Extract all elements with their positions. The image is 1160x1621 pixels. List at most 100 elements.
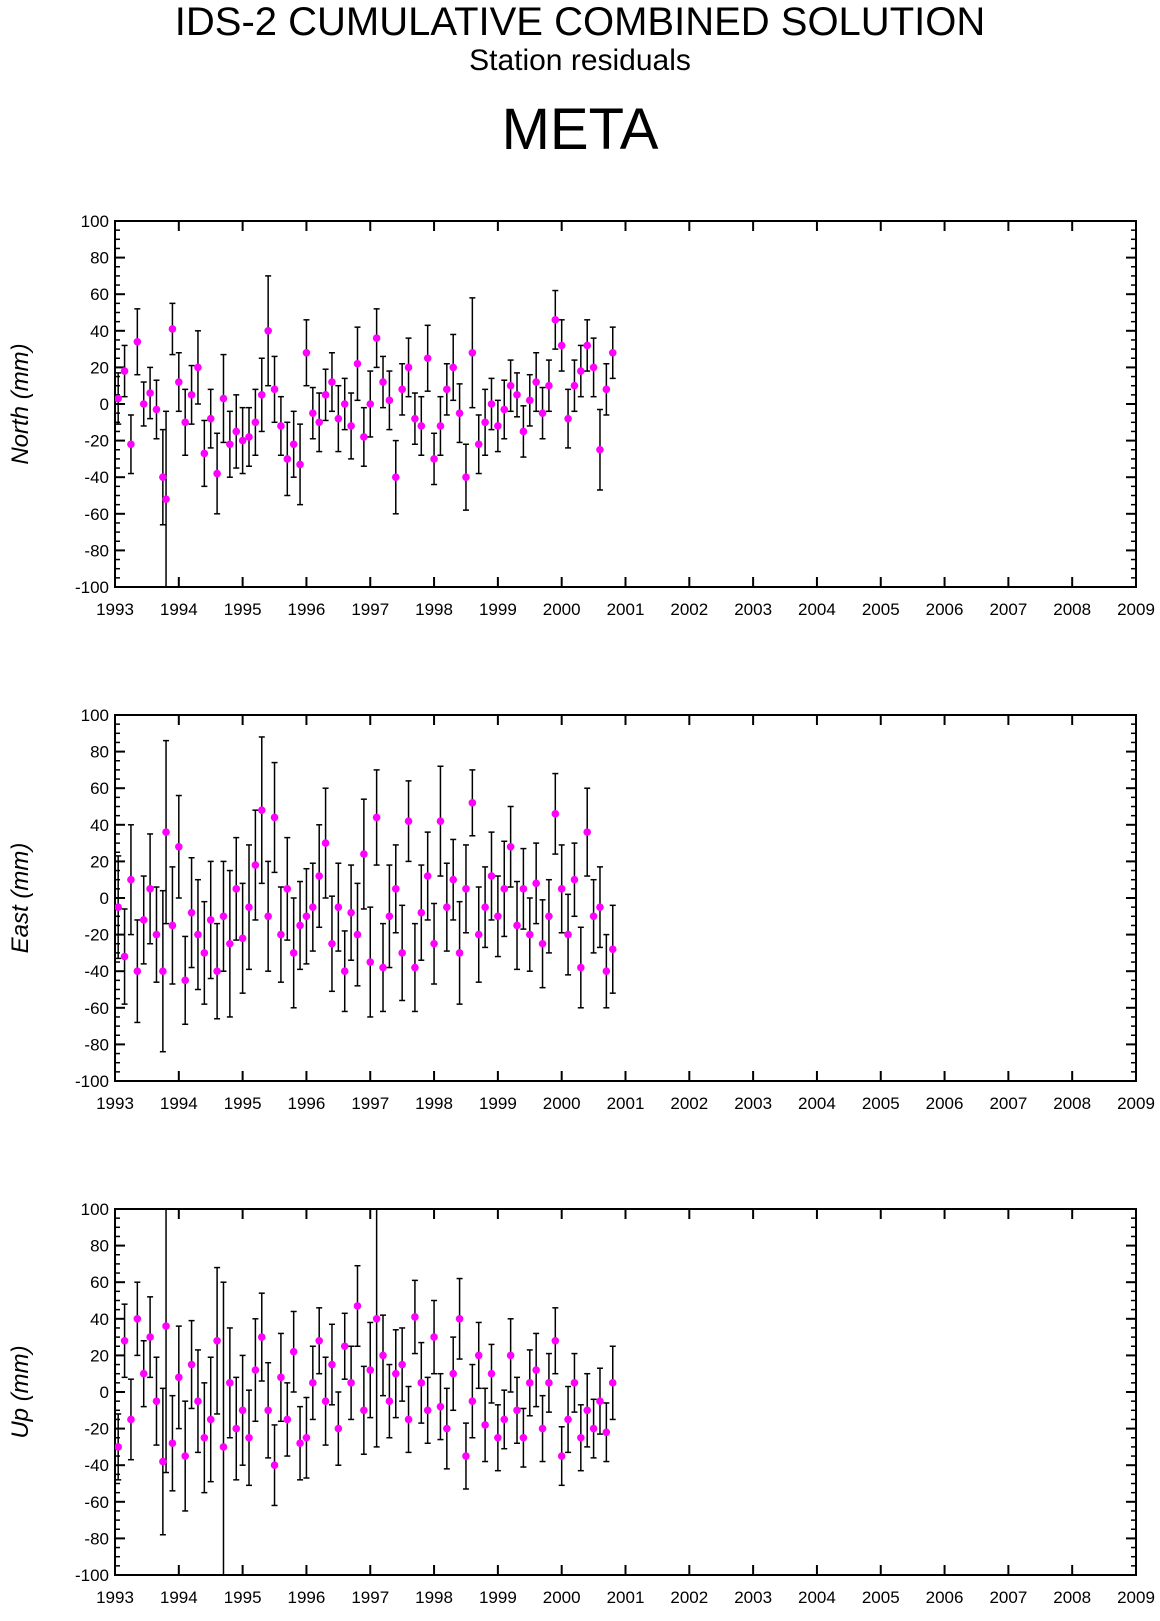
data-point xyxy=(257,391,266,399)
data-point xyxy=(309,903,317,911)
data-point xyxy=(187,908,196,917)
data-point xyxy=(564,930,572,939)
x-tick-label: 1995 xyxy=(224,1588,262,1607)
y-tick-label: 0 xyxy=(100,889,109,908)
data-point xyxy=(232,427,241,436)
y-tick-label: 20 xyxy=(90,1346,109,1365)
data-point xyxy=(487,1369,496,1378)
y-tick-label: 80 xyxy=(90,1237,109,1256)
data-point xyxy=(570,381,579,390)
data-point xyxy=(385,1397,394,1405)
data-point xyxy=(226,939,234,948)
data-point xyxy=(481,1421,489,1429)
data-point xyxy=(391,1369,400,1378)
data-point xyxy=(213,967,221,975)
x-tick-label: 1999 xyxy=(479,600,517,619)
data-point xyxy=(430,455,438,463)
y-tick-label: -80 xyxy=(84,541,109,560)
x-tick-label: 2005 xyxy=(862,1094,900,1113)
data-point xyxy=(277,1373,285,1382)
data-point xyxy=(340,967,349,975)
data-point xyxy=(257,1333,266,1341)
x-tick-label: 2009 xyxy=(1117,600,1155,619)
data-point xyxy=(175,1373,183,1382)
data-point xyxy=(238,934,247,943)
data-point xyxy=(187,391,196,399)
y-tick-label: 60 xyxy=(90,1273,109,1292)
data-point xyxy=(340,1342,349,1351)
y-axis-label: East (mm) xyxy=(7,843,34,954)
data-point xyxy=(589,912,598,921)
y-tick-label: -40 xyxy=(84,962,109,981)
y-tick-label: -20 xyxy=(84,432,109,451)
data-point xyxy=(139,400,148,408)
x-tick-label: 1993 xyxy=(96,1588,134,1607)
data-point xyxy=(557,1452,566,1460)
data-point xyxy=(430,939,438,948)
x-tick-label: 2007 xyxy=(989,1588,1027,1607)
data-point xyxy=(525,930,534,939)
x-tick-label: 2001 xyxy=(607,600,645,619)
plot-panel-1: 100 80 60 40 20 0 -20 -40 -60 -80 -100 1993 1994 1995… xyxy=(7,212,1155,619)
data-point xyxy=(411,414,419,423)
x-tick-label: 2000 xyxy=(543,1588,581,1607)
data-point xyxy=(347,422,355,430)
x-tick-label: 1995 xyxy=(224,600,262,619)
data-point xyxy=(455,949,464,957)
data-point xyxy=(557,341,566,350)
data-point xyxy=(328,378,336,386)
data-point xyxy=(245,1433,253,1442)
data-point xyxy=(462,473,470,482)
data-point xyxy=(436,1402,445,1411)
data-point xyxy=(532,879,540,888)
x-tick-label: 2004 xyxy=(798,1094,836,1113)
data-point xyxy=(315,418,324,427)
chart-subtitle: Station residuals xyxy=(469,44,691,77)
data-point xyxy=(494,422,502,430)
y-tick-label: -100 xyxy=(75,1072,109,1091)
data-point xyxy=(474,930,483,939)
data-point xyxy=(159,1457,167,1466)
x-tick-label: 2002 xyxy=(670,1094,708,1113)
data-point xyxy=(417,908,426,917)
chart-title: IDS-2 CUMULATIVE COMBINED SOLUTION xyxy=(174,0,986,44)
data-point xyxy=(404,1415,413,1424)
data-point xyxy=(347,1379,355,1387)
data-point xyxy=(264,1406,272,1415)
x-tick-label: 2009 xyxy=(1117,1588,1155,1607)
data-point xyxy=(513,391,521,399)
data-point xyxy=(232,885,241,893)
data-point xyxy=(226,1379,234,1387)
x-tick-label: 1994 xyxy=(160,1094,198,1113)
y-tick-label: -40 xyxy=(84,468,109,487)
data-point xyxy=(506,842,515,851)
data-point xyxy=(577,963,585,972)
data-point xyxy=(139,1369,148,1378)
x-tick-label: 2006 xyxy=(926,600,964,619)
x-tick-label: 2008 xyxy=(1053,1588,1091,1607)
data-point xyxy=(200,949,209,957)
data-point xyxy=(283,885,292,893)
y-tick-label: 60 xyxy=(90,779,109,798)
data-point xyxy=(159,967,167,975)
data-point xyxy=(436,817,445,825)
x-tick-label: 2001 xyxy=(607,1588,645,1607)
data-point xyxy=(443,1424,451,1433)
data-point xyxy=(296,1439,304,1448)
data-point xyxy=(564,414,572,423)
data-point xyxy=(289,1347,298,1356)
x-tick-label: 2003 xyxy=(734,600,772,619)
y-tick-label: 0 xyxy=(100,395,109,414)
data-point xyxy=(494,1433,502,1442)
data-layer xyxy=(115,736,617,1053)
x-tick-label: 1997 xyxy=(351,1588,389,1607)
data-point xyxy=(372,813,381,822)
data-point xyxy=(251,1366,260,1374)
data-point xyxy=(328,939,336,948)
data-point xyxy=(245,903,253,911)
data-point xyxy=(372,334,381,342)
data-point xyxy=(385,912,394,921)
data-point xyxy=(194,1397,202,1405)
data-point xyxy=(532,1366,540,1374)
data-point xyxy=(181,418,189,427)
